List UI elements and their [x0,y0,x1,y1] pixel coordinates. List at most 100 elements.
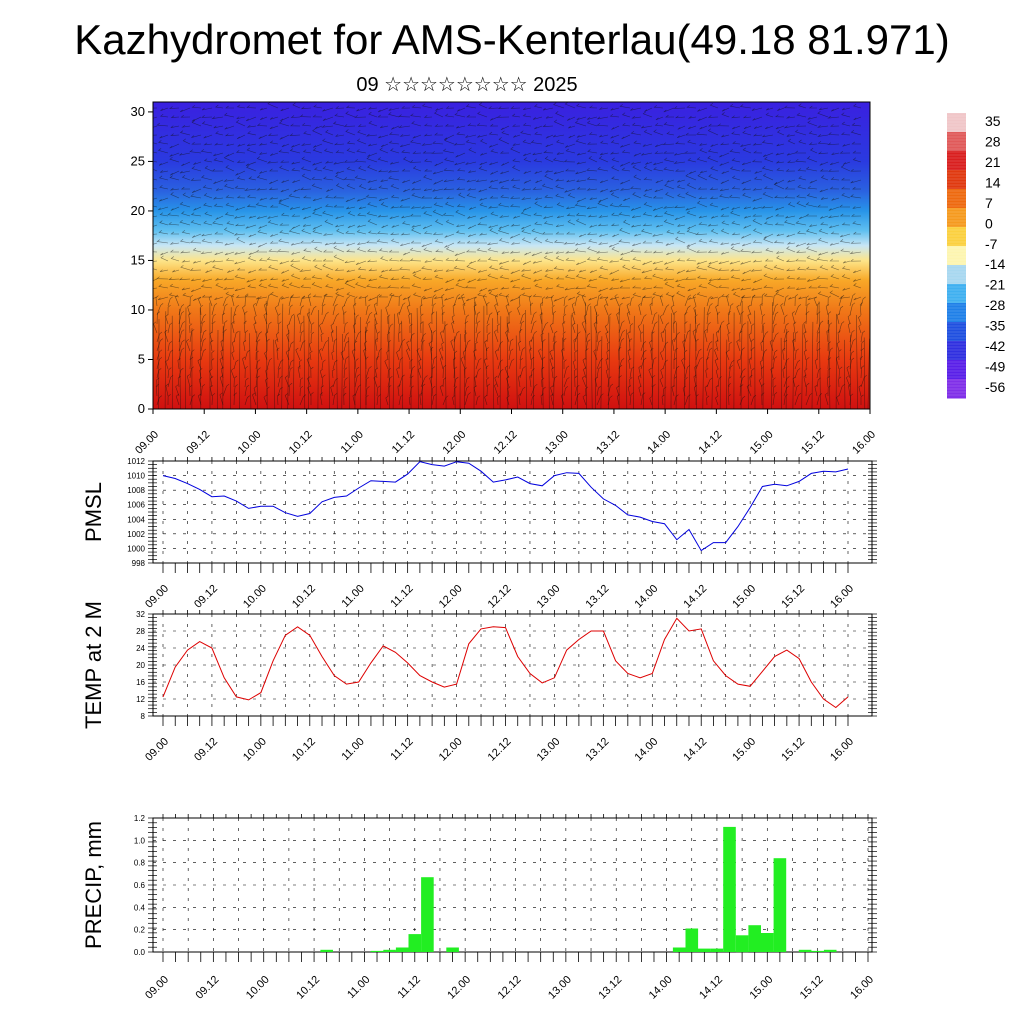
wind-barb [479,287,488,292]
wind-barb [378,248,389,253]
wind-barb [444,287,455,291]
wind-barb [388,132,400,136]
wind-barb [530,330,537,343]
wind-barb [841,177,850,181]
wind-barb [731,220,741,226]
wind-barb [153,187,158,190]
wind-barb [277,367,282,379]
wind-barb [400,285,411,289]
wind-barb [219,392,224,406]
wind-barb [321,374,326,388]
wind-barb [530,140,543,145]
wind-barb [742,115,752,119]
wind-barb [323,293,334,298]
wind-barb [543,150,554,154]
wind-barb [673,205,686,208]
wind-barb [619,285,630,289]
wind-streak [553,335,556,409]
wind-barb [760,366,764,379]
wind-barb [443,187,455,191]
wind-barb [377,285,388,289]
wind-barb [211,116,224,120]
wind-barb [829,242,840,246]
wind-barb [153,142,158,145]
wind-barb [837,330,841,343]
wind-barb [707,148,719,154]
wind-barb [223,277,235,281]
wind-barb [753,150,763,154]
wind-barb [838,321,845,334]
wind-barb [486,323,490,333]
wind-barb [335,291,345,298]
wind-barb [201,107,213,111]
wind-barb [708,239,719,244]
wind-barb [444,242,455,248]
wind-barb [794,368,801,379]
wind-barb [387,294,395,307]
wind-barb [153,205,158,208]
wind-barb [158,284,169,289]
wind-barb [307,376,312,388]
wind-barb [223,155,235,163]
wind-barb [816,257,829,262]
wind-barb [346,242,356,247]
wind-barb [510,106,521,109]
wind-barb [167,304,171,316]
wind-barb [618,358,625,370]
wind-barb [390,238,400,244]
wind-barb [739,311,744,325]
wind-barb [521,273,532,280]
wind-streak [217,329,219,409]
wind-barb [191,188,202,193]
wind-barb [456,131,466,136]
wind-barb [488,143,499,148]
wind-barb [291,224,301,230]
wind-barb [849,293,856,307]
wind-barb [343,311,347,325]
wind-barb [528,339,532,352]
wind-barb [292,102,301,109]
wind-barb [576,116,587,120]
wind-barb [486,242,499,246]
wind-barb [541,377,545,388]
wind-barb [706,357,710,370]
wind-streak [239,330,241,409]
colorbar-label: 35 [985,113,1001,129]
wind-barb [453,142,466,146]
wind-barb [638,365,642,379]
wind-barb [841,186,851,190]
wind-barb [373,302,378,316]
wind-barb [343,159,356,163]
wind-barb [365,304,371,316]
wind-barb [794,392,802,406]
wind-barb [289,133,301,136]
wind-barb [631,224,642,228]
wind-barb [817,125,829,128]
wind-barb [836,395,840,406]
wind-barb [709,278,719,281]
wind-barb [189,394,196,406]
wind-barb [477,292,488,298]
wind-barb [179,152,191,156]
wind-barb [718,285,730,289]
wind-barb [687,115,697,119]
wind-barb [474,375,478,388]
x-tick-label: 16.00 [828,583,856,611]
wind-barb [467,278,477,283]
wind-streak [548,332,550,409]
wind-barb [843,161,851,165]
wind-barb [510,242,521,245]
wind-barb [774,195,785,199]
wind-barb [530,320,537,334]
wind-barb [153,296,158,299]
wind-barb [798,103,807,109]
wind-barb [211,350,215,361]
wind-barb [534,170,543,174]
wind-barb [637,324,642,334]
wind-barb [831,251,840,255]
wind-barb [521,197,532,200]
wind-barb [632,257,642,262]
wind-barb [455,282,466,289]
wind-barb [444,123,455,127]
wind-barb [688,296,697,300]
